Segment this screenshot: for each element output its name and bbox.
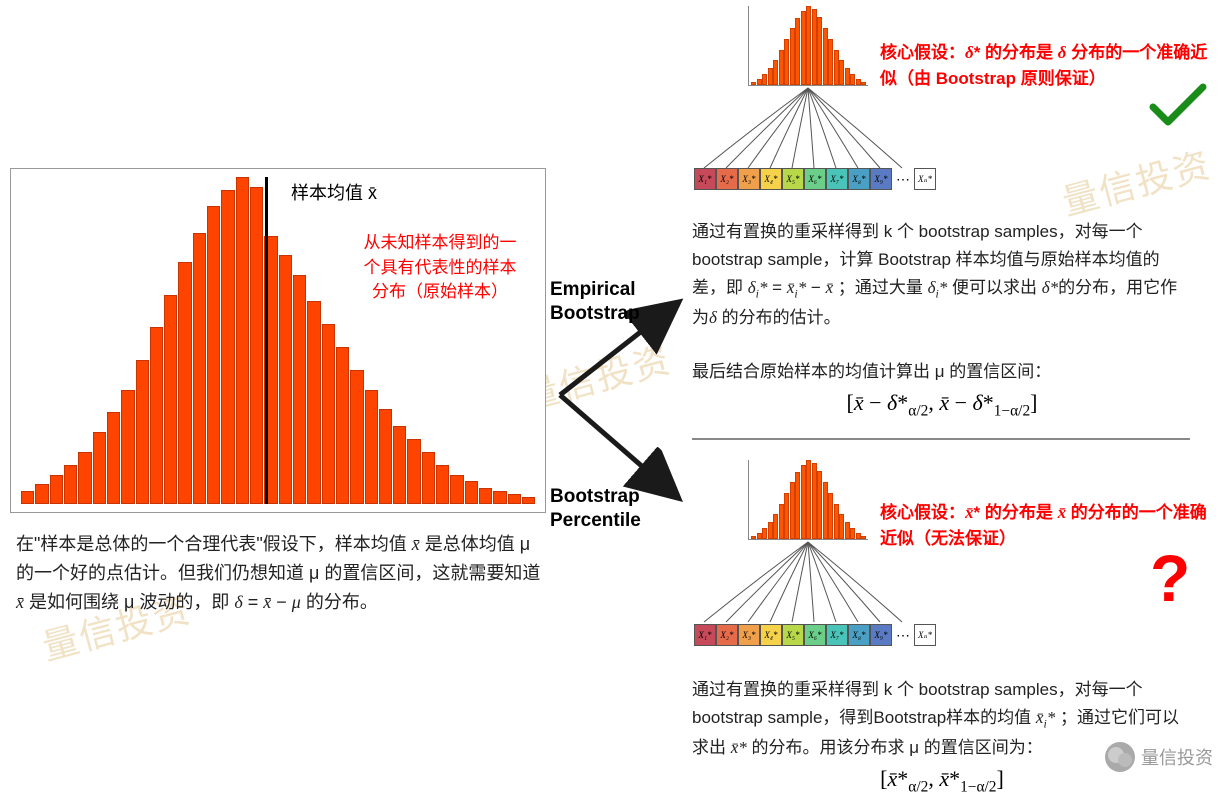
- top-description: 通过有置换的重采样得到 k 个 bootstrap samples，对每一个 b…: [692, 218, 1192, 332]
- wechat-tag: 量信投资: [1105, 742, 1213, 772]
- watermark: 量信投资: [1056, 136, 1216, 226]
- top-mini-histogram: [748, 6, 868, 86]
- bootstrap-percentile-label: BootstrapPercentile: [550, 485, 641, 533]
- checkmark-icon: [1148, 82, 1208, 132]
- left-description: 在"样本是总体的一个合理代表"假设下，样本均值 x̄ 是总体均值 μ 的一个好的…: [16, 530, 546, 616]
- mean-label: 样本均值 x̄: [291, 179, 377, 205]
- top-description-2: 最后结合原始样本的均值计算出 μ 的置信区间：: [692, 358, 1192, 386]
- bottom-sample-boxes: X₁*X₂*X₃*X₄*X₅*X₆*X₇*X₈*X₉*⋯Xₙ*: [694, 624, 936, 646]
- bottom-fan-lines: [690, 540, 930, 630]
- bottom-mini-histogram: [748, 460, 868, 540]
- top-fan-lines: [690, 86, 930, 176]
- top-sample-boxes: X₁*X₂*X₃*X₄*X₅*X₆*X₇*X₈*X₉*⋯Xₙ*: [694, 168, 936, 190]
- mean-vline: [265, 177, 268, 504]
- top-formula: [x̄ − δ*α/2, x̄ − δ*1−α/2]: [692, 390, 1192, 420]
- left-histogram-panel: 样本均值 x̄ 从未知样本得到的一个具有代表性的样本分布（原始样本）: [10, 168, 546, 513]
- empirical-bootstrap-label: EmpiricalBootstrap: [550, 278, 640, 326]
- wechat-icon: [1105, 742, 1135, 772]
- red-sample-label: 从未知样本得到的一个具有代表性的样本分布（原始样本）: [355, 227, 525, 309]
- question-mark-icon: ?: [1150, 540, 1190, 616]
- panel-divider: [692, 438, 1190, 440]
